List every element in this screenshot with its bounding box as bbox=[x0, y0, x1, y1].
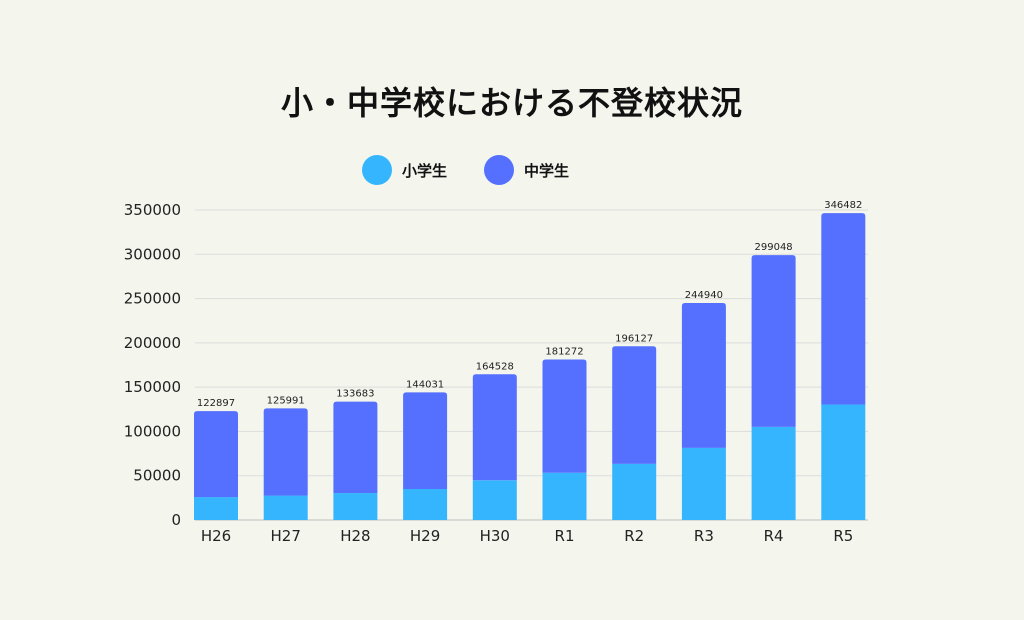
bar-segment-elementary bbox=[681, 447, 726, 520]
x-tick-label: R4 bbox=[764, 527, 784, 545]
total-label: 346482 bbox=[824, 200, 862, 211]
legend-swatch-elementary bbox=[362, 155, 392, 185]
y-tick-label: 250000 bbox=[124, 290, 181, 308]
bar-segment-junior-high bbox=[333, 401, 378, 494]
total-label: 196127 bbox=[615, 333, 653, 344]
legend-label-junior-high: 中学生 bbox=[524, 161, 570, 180]
y-tick-label: 50000 bbox=[133, 467, 181, 485]
bar-segment-junior-high bbox=[681, 303, 726, 448]
bar-segment-junior-high bbox=[403, 392, 448, 489]
total-label: 164528 bbox=[476, 361, 514, 372]
y-tick-label: 300000 bbox=[124, 245, 181, 263]
x-tick-label: H29 bbox=[410, 527, 440, 545]
x-axis-ticks: H26 H27 H28 H29 H30 R1 R2 R3 R4 R5 bbox=[201, 527, 853, 545]
bar-segment-elementary bbox=[751, 426, 796, 520]
bar-segment-junior-high bbox=[542, 359, 587, 473]
x-tick-label: H30 bbox=[480, 527, 510, 545]
x-tick-label: R1 bbox=[555, 527, 575, 545]
legend-label-elementary: 小学生 bbox=[402, 161, 448, 180]
legend-item-junior-high: 中学生 bbox=[484, 152, 569, 188]
bar-segment-junior-high bbox=[263, 408, 308, 496]
y-axis-ticks: 0 50000 100000 150000 200000 250000 300000 3500… bbox=[124, 201, 181, 529]
bar-segment-elementary bbox=[194, 497, 238, 520]
total-label: 181272 bbox=[545, 346, 583, 357]
total-label: 125991 bbox=[267, 395, 305, 406]
bars bbox=[194, 213, 866, 520]
y-tick-label: 150000 bbox=[124, 378, 181, 396]
x-tick-label: R2 bbox=[624, 527, 644, 545]
bar-segment-elementary bbox=[472, 480, 517, 520]
data-labels: 122897 125991 133683 144031 164528 181272 1961… bbox=[197, 200, 862, 409]
total-label: 122897 bbox=[197, 398, 235, 409]
total-label: 299048 bbox=[755, 242, 793, 253]
legend: 小学生 中学生 bbox=[0, 152, 1024, 188]
x-tick-label: H27 bbox=[271, 527, 301, 545]
bar-segment-elementary bbox=[542, 472, 587, 520]
y-tick-label: 0 bbox=[171, 511, 181, 529]
bar-segment-junior-high bbox=[821, 213, 866, 405]
bar-segment-elementary bbox=[403, 488, 448, 520]
chart-title: 小・中学校における不登校状況 bbox=[280, 84, 743, 122]
total-label: 244940 bbox=[685, 290, 723, 301]
bar-segment-elementary bbox=[333, 493, 378, 520]
x-tick-label: H28 bbox=[340, 527, 370, 545]
y-tick-label: 100000 bbox=[124, 422, 181, 440]
bar-segment-elementary bbox=[263, 495, 308, 520]
total-label: 133683 bbox=[336, 389, 374, 400]
y-tick-label: 200000 bbox=[124, 334, 181, 352]
bar-segment-junior-high bbox=[612, 346, 657, 464]
legend-item-elementary: 小学生 bbox=[362, 152, 447, 188]
x-tick-label: H26 bbox=[201, 527, 231, 545]
legend-swatch-junior-high bbox=[484, 155, 514, 185]
bar-segment-junior-high bbox=[472, 374, 517, 481]
y-tick-label: 350000 bbox=[124, 201, 181, 219]
x-tick-label: R3 bbox=[694, 527, 714, 545]
bar-segment-junior-high bbox=[194, 411, 238, 498]
x-tick-label: R5 bbox=[833, 527, 853, 545]
bar-segment-elementary bbox=[612, 463, 657, 520]
bar-segment-junior-high bbox=[751, 255, 796, 427]
bar-segment-elementary bbox=[821, 404, 866, 520]
total-label: 144031 bbox=[406, 379, 444, 390]
